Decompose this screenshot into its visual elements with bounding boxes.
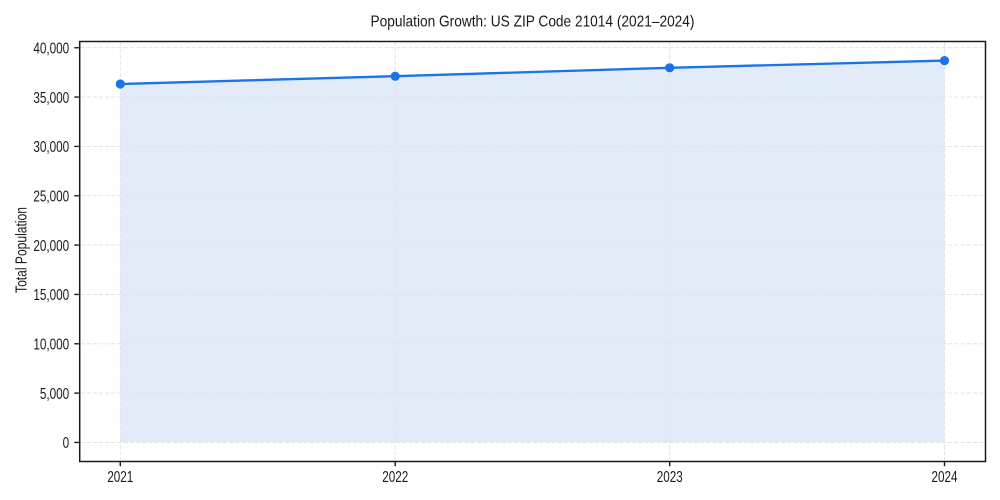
svg-text:25,000: 25,000	[33, 187, 69, 205]
svg-text:10,000: 10,000	[33, 335, 69, 353]
svg-text:5,000: 5,000	[40, 384, 70, 402]
svg-text:35,000: 35,000	[33, 88, 69, 106]
svg-text:2023: 2023	[657, 467, 683, 485]
svg-text:40,000: 40,000	[33, 39, 69, 57]
svg-text:2024: 2024	[932, 467, 958, 485]
svg-text:Population Growth: US ZIP Code: Population Growth: US ZIP Code 21014 (20…	[371, 14, 695, 31]
svg-text:20,000: 20,000	[33, 236, 69, 254]
svg-text:15,000: 15,000	[33, 285, 69, 303]
svg-text:0: 0	[63, 433, 70, 451]
svg-text:Total Population: Total Population	[12, 207, 30, 293]
svg-text:2022: 2022	[382, 467, 408, 485]
svg-text:2021: 2021	[107, 467, 133, 485]
svg-text:30,000: 30,000	[33, 137, 69, 155]
